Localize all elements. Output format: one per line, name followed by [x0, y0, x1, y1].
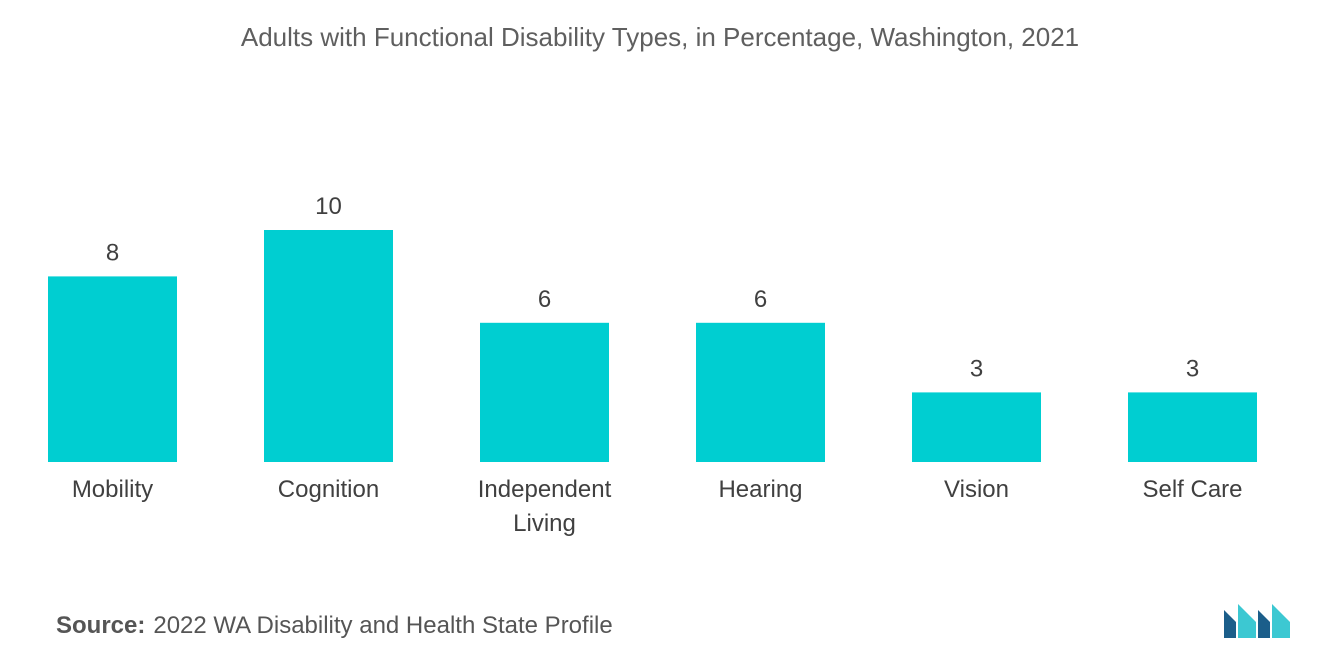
chart-title: Adults with Functional Disability Types,…	[240, 22, 1080, 52]
bar-chart: 8 Mobility 10 Cognition 6 Independent Living 6 H…	[48, 193, 1257, 537]
data-label: 3	[1186, 355, 1199, 382]
category-label: Hearing	[718, 476, 802, 503]
data-label: 8	[106, 239, 119, 266]
bar-self-care	[1128, 392, 1257, 462]
data-label: 3	[970, 355, 983, 382]
source-text: 2022 WA Disability and Health State Prof…	[153, 612, 613, 639]
category-label: Cognition	[278, 476, 379, 503]
category-label: Mobility	[72, 476, 153, 503]
source-note: Source: 2022 WA Disability and Health Sta…	[56, 612, 613, 640]
bar-vision	[912, 392, 1041, 462]
bar-cognition	[264, 230, 393, 462]
category-label: Self Care	[1142, 476, 1242, 503]
data-label: 10	[315, 193, 342, 220]
source-label: Source:	[56, 612, 146, 639]
data-label: 6	[754, 286, 767, 313]
bar-hearing	[696, 322, 825, 462]
category-label: Independent Living	[478, 476, 612, 537]
mordor-intelligence-logo-icon	[1224, 604, 1290, 638]
bar-mobility	[48, 276, 177, 462]
bar-independent-living	[480, 322, 609, 462]
category-label: Vision	[944, 476, 1009, 503]
data-label: 6	[538, 286, 551, 313]
